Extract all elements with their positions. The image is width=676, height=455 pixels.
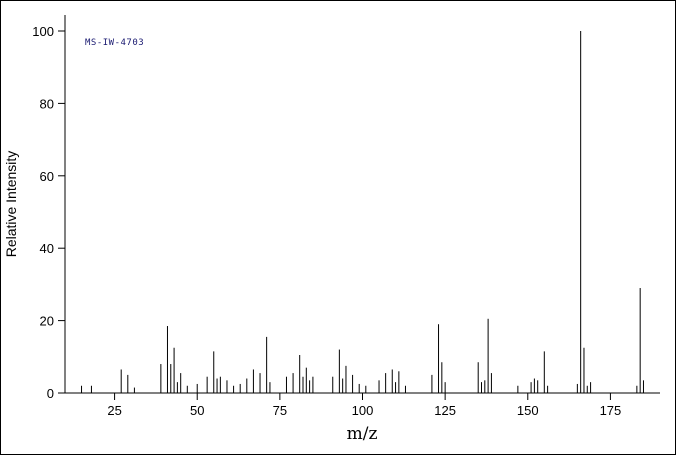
x-tick-label: 175 bbox=[600, 403, 622, 418]
y-tick-label: 80 bbox=[40, 96, 54, 111]
x-tick-label: 150 bbox=[517, 403, 539, 418]
y-tick-label: 100 bbox=[32, 24, 54, 39]
x-tick-label: 25 bbox=[107, 403, 121, 418]
y-tick-label: 40 bbox=[40, 241, 54, 256]
x-tick-label: 50 bbox=[190, 403, 204, 418]
y-tick-label: 0 bbox=[47, 386, 54, 401]
x-tick-label: 75 bbox=[273, 403, 287, 418]
ticks-layer: 25 50 75 100 125 150 175 0 20 40 60 80 100 bbox=[32, 24, 621, 418]
peaks-layer bbox=[81, 31, 644, 393]
spectrum-id-label: MS-IW-4703 bbox=[85, 38, 144, 48]
y-tick-label: 20 bbox=[40, 314, 54, 329]
y-axis-title: Relative Intensity bbox=[3, 151, 19, 258]
x-tick-label: 125 bbox=[434, 403, 456, 418]
x-tick-label: 100 bbox=[352, 403, 374, 418]
x-axis-title: m/z bbox=[347, 424, 378, 444]
y-tick-label: 60 bbox=[40, 169, 54, 184]
